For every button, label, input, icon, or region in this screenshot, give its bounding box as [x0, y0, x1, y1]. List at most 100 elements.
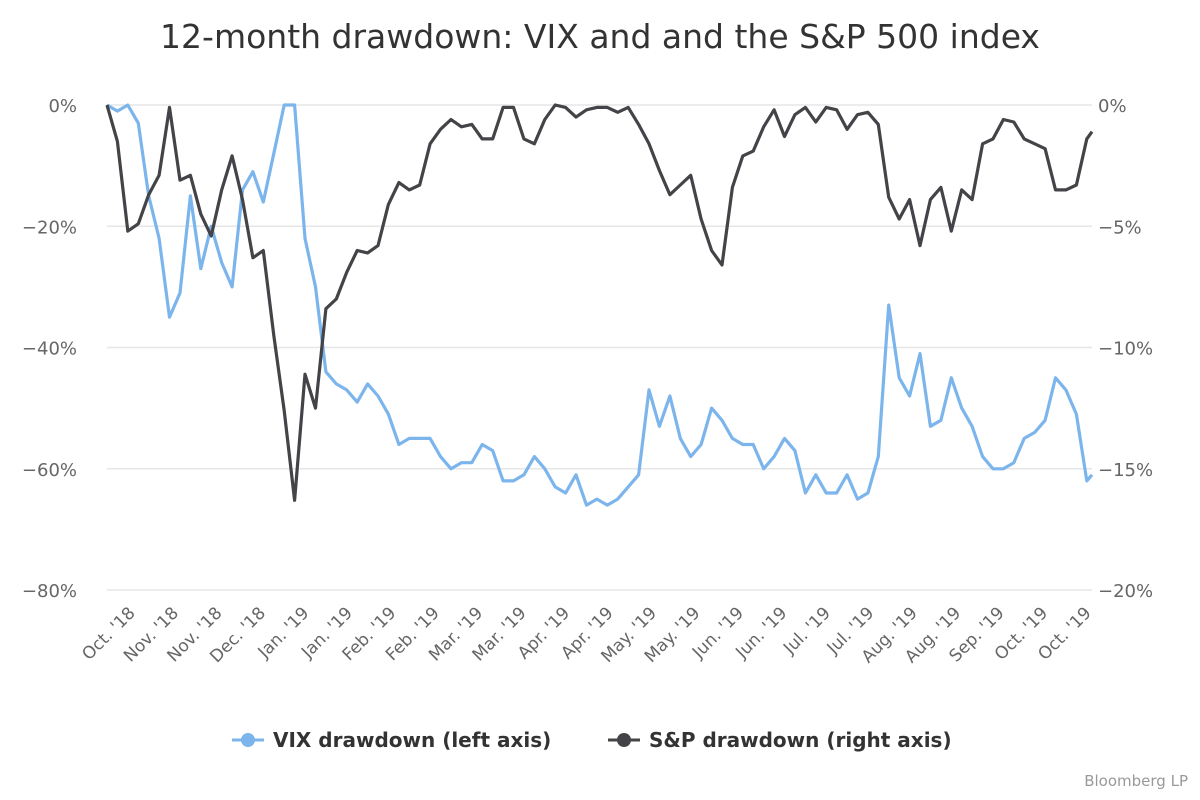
data-point[interactable] [813, 119, 819, 125]
data-point[interactable] [865, 109, 871, 115]
data-point[interactable] [1089, 129, 1095, 135]
data-point[interactable] [917, 351, 923, 357]
data-point[interactable] [907, 393, 913, 399]
data-point[interactable] [240, 197, 246, 203]
data-point[interactable] [511, 104, 517, 110]
data-point[interactable] [281, 408, 287, 414]
data-point[interactable] [521, 136, 527, 142]
data-point[interactable] [573, 472, 579, 478]
data-point[interactable] [260, 248, 266, 254]
data-point[interactable] [709, 405, 715, 411]
data-point[interactable] [688, 454, 694, 460]
data-point[interactable] [688, 172, 694, 178]
data-point[interactable] [844, 472, 850, 478]
data-point[interactable] [719, 417, 725, 423]
data-point[interactable] [729, 435, 735, 441]
data-point[interactable] [927, 423, 933, 429]
data-point[interactable] [542, 466, 548, 472]
data-point[interactable] [302, 235, 308, 241]
data-point[interactable] [959, 405, 965, 411]
data-point[interactable] [323, 369, 329, 375]
data-point[interactable] [219, 187, 225, 193]
data-point[interactable] [813, 472, 819, 478]
data-point[interactable] [980, 454, 986, 460]
data-point[interactable] [1084, 478, 1090, 484]
data-point[interactable] [646, 141, 652, 147]
data-point[interactable] [875, 121, 881, 127]
data-point[interactable] [365, 381, 371, 387]
data-point[interactable] [427, 141, 433, 147]
legend-item[interactable]: VIX drawdown (left axis) [232, 728, 551, 752]
data-point[interactable] [135, 120, 141, 126]
data-point[interactable] [750, 148, 756, 154]
data-point[interactable] [604, 104, 610, 110]
data-point[interactable] [834, 107, 840, 113]
data-point[interactable] [792, 112, 798, 118]
data-point[interactable] [583, 502, 589, 508]
data-point[interactable] [406, 187, 412, 193]
data-point[interactable] [396, 442, 402, 448]
data-point[interactable] [146, 192, 152, 198]
data-point[interactable] [636, 472, 642, 478]
data-point[interactable] [1053, 375, 1059, 381]
data-point[interactable] [865, 490, 871, 496]
data-point[interactable] [917, 243, 923, 249]
data-point[interactable] [271, 332, 277, 338]
data-point[interactable] [698, 216, 704, 222]
data-point[interactable] [886, 302, 892, 308]
data-point[interactable] [333, 381, 339, 387]
data-point[interactable] [198, 266, 204, 272]
data-point[interactable] [552, 484, 558, 490]
data-point[interactable] [312, 405, 318, 411]
data-point[interactable] [927, 197, 933, 203]
data-point[interactable] [792, 448, 798, 454]
data-point[interactable] [750, 442, 756, 448]
data-point[interactable] [886, 194, 892, 200]
data-point[interactable] [969, 197, 975, 203]
data-point[interactable] [719, 262, 725, 268]
data-point[interactable] [542, 117, 548, 123]
data-point[interactable] [625, 104, 631, 110]
data-point[interactable] [823, 104, 829, 110]
data-point[interactable] [875, 454, 881, 460]
data-point[interactable] [938, 417, 944, 423]
data-point[interactable] [531, 141, 537, 147]
data-point[interactable] [500, 478, 506, 484]
data-point[interactable] [302, 371, 308, 377]
data-point[interactable] [365, 250, 371, 256]
data-point[interactable] [177, 177, 183, 183]
data-point[interactable] [1053, 187, 1059, 193]
data-point[interactable] [573, 114, 579, 120]
credit-text[interactable]: Bloomberg LP [1084, 772, 1188, 790]
data-point[interactable] [177, 290, 183, 296]
data-point[interactable] [709, 248, 715, 254]
data-point[interactable] [698, 442, 704, 448]
data-point[interactable] [1073, 182, 1079, 188]
data-point[interactable] [427, 435, 433, 441]
data-point[interactable] [969, 423, 975, 429]
data-point[interactable] [980, 141, 986, 147]
data-point[interactable] [198, 211, 204, 217]
data-point[interactable] [1073, 411, 1079, 417]
data-point[interactable] [208, 233, 214, 239]
data-point[interactable] [740, 153, 746, 159]
data-point[interactable] [125, 102, 131, 108]
data-point[interactable] [782, 134, 788, 140]
data-point[interactable] [479, 442, 485, 448]
data-point[interactable] [469, 460, 475, 466]
data-point[interactable] [771, 454, 777, 460]
data-point[interactable] [552, 102, 558, 108]
data-point[interactable] [104, 102, 110, 108]
data-point[interactable] [333, 296, 339, 302]
data-point[interactable] [615, 496, 621, 502]
data-point[interactable] [771, 107, 777, 113]
data-point[interactable] [448, 117, 454, 123]
data-point[interactable] [854, 496, 860, 502]
data-point[interactable] [271, 151, 277, 157]
data-point[interactable] [354, 399, 360, 405]
data-point[interactable] [907, 197, 913, 203]
data-point[interactable] [458, 124, 464, 130]
data-point[interactable] [656, 423, 662, 429]
data-point[interactable] [250, 255, 256, 261]
data-point[interactable] [625, 484, 631, 490]
